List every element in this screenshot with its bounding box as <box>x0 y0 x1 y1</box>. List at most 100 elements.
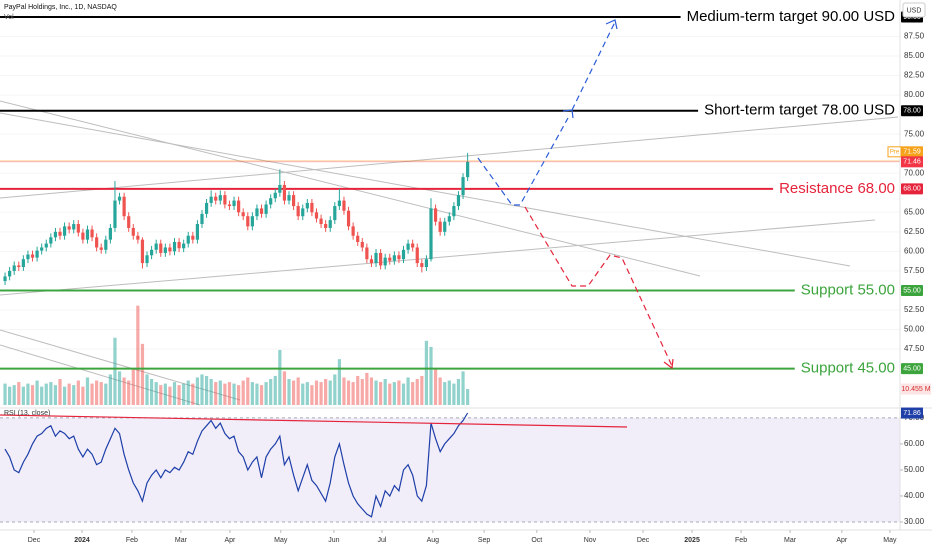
volume-bar <box>296 377 300 405</box>
volume-bar <box>195 377 200 405</box>
level-layer: Medium-term target 90.00 USD90.00Short-t… <box>0 8 923 377</box>
trend-line <box>0 116 899 199</box>
volume-bar <box>131 368 135 405</box>
candle-body <box>12 265 16 271</box>
volume-bar <box>182 383 186 405</box>
candle-body <box>433 208 438 222</box>
volume-bar <box>291 380 296 405</box>
x-tick-label: 2025 <box>684 537 700 544</box>
rsi-label: RSI (13, close) <box>4 410 50 417</box>
volume-bar <box>433 368 438 405</box>
volume-bar <box>420 375 424 405</box>
bull-path <box>477 117 569 206</box>
last-price-tag: 71.46 <box>903 159 921 166</box>
axis-layer: 47.50 50.00 52.50 57.50 60.00 62.50 65.00 70.00… <box>28 32 931 544</box>
volume-bar <box>388 383 392 405</box>
volume-bar <box>456 379 461 405</box>
volume-bar <box>40 386 44 405</box>
candle-body <box>337 200 341 207</box>
candle-body <box>209 196 213 203</box>
y-tick-label: 82.50 <box>904 71 925 80</box>
volume-bar <box>438 377 442 405</box>
volume-bar <box>17 382 21 405</box>
volume-bar <box>145 374 149 405</box>
volume-bar <box>150 379 154 405</box>
volume-bar <box>301 383 305 405</box>
y-tick-label: 50.00 <box>904 325 925 334</box>
premarket-tag-bg <box>901 146 923 158</box>
candle-body <box>140 239 145 264</box>
candle-body <box>99 247 103 250</box>
chart-title: PayPal Holdings, Inc., 1D, NASDAQ <box>4 4 117 11</box>
volume-bar <box>305 382 309 405</box>
volume-bar <box>273 375 277 405</box>
volume-bar <box>424 340 429 405</box>
volume-bar <box>356 375 360 405</box>
candle-body <box>415 247 419 264</box>
y-tick-label: 57.50 <box>904 266 925 275</box>
volume-bar <box>99 382 103 405</box>
y-tick-label: 85.00 <box>904 51 925 60</box>
candle-body <box>3 276 7 282</box>
candle-body <box>214 196 218 201</box>
level-tag: 68.00 <box>903 186 921 193</box>
volume-tag: 10.455 M <box>901 386 930 393</box>
candle-body <box>269 198 273 205</box>
volume-bar <box>264 382 268 405</box>
candle-body <box>296 206 300 217</box>
candle-body <box>356 235 360 242</box>
candle-body <box>411 243 415 248</box>
x-tick-label: Dec <box>28 537 41 544</box>
candle-body <box>429 208 433 260</box>
volume-bar <box>67 383 71 405</box>
x-tick-label: Nov <box>584 537 597 544</box>
y-tick-label: 70.00 <box>904 168 925 177</box>
level-label: Short-term target 78.00 USD <box>704 102 895 119</box>
volume-bar <box>447 380 451 405</box>
rsi-tag-bg <box>901 407 923 419</box>
currency-box[interactable] <box>902 2 926 18</box>
trend-line <box>0 329 241 401</box>
volume-bar <box>72 385 76 405</box>
candle-body <box>76 224 80 233</box>
currency[interactable]: USD <box>907 7 922 14</box>
level-tag-bg <box>901 284 923 296</box>
candle-body <box>44 243 48 248</box>
candle-body <box>26 254 30 260</box>
volume-bar <box>411 382 415 405</box>
candle-body <box>195 224 200 240</box>
candle-body <box>154 243 158 250</box>
candle-body <box>342 200 346 211</box>
volume-bar <box>58 379 62 405</box>
volume-bar <box>117 371 122 405</box>
volume-bar <box>81 386 85 405</box>
last-price-tag-bg <box>901 156 923 168</box>
x-tick-label: Sep <box>478 537 491 544</box>
volume-bar <box>113 337 117 405</box>
level-label: Medium-term target 90.00 USD <box>687 8 896 25</box>
volume-bar <box>214 382 218 405</box>
volume-bar <box>351 382 355 405</box>
candle-body <box>438 221 442 232</box>
volume-bar <box>250 382 254 405</box>
volume-bar <box>136 305 140 405</box>
volume-bar <box>35 380 39 405</box>
candle-body <box>145 255 149 264</box>
volume-bar <box>85 377 90 405</box>
volume-bar <box>191 383 195 405</box>
candle-body <box>168 247 172 252</box>
rsi-tag: 71.86 <box>903 410 921 417</box>
x-tick-label: 2024 <box>74 537 90 544</box>
volume-bar <box>232 383 236 405</box>
volume-bar <box>200 374 204 405</box>
x-tick-label: Mar <box>784 537 797 544</box>
candle-body <box>232 200 236 207</box>
candle-body <box>67 226 71 230</box>
volume-bar <box>108 374 112 405</box>
candle-body <box>420 263 424 268</box>
candle-body <box>273 192 277 199</box>
rsi-tick-label: 30.00 <box>904 517 925 526</box>
candle-body <box>62 226 67 236</box>
y-tick-label: 65.00 <box>904 207 925 216</box>
volume-bar <box>397 380 401 405</box>
